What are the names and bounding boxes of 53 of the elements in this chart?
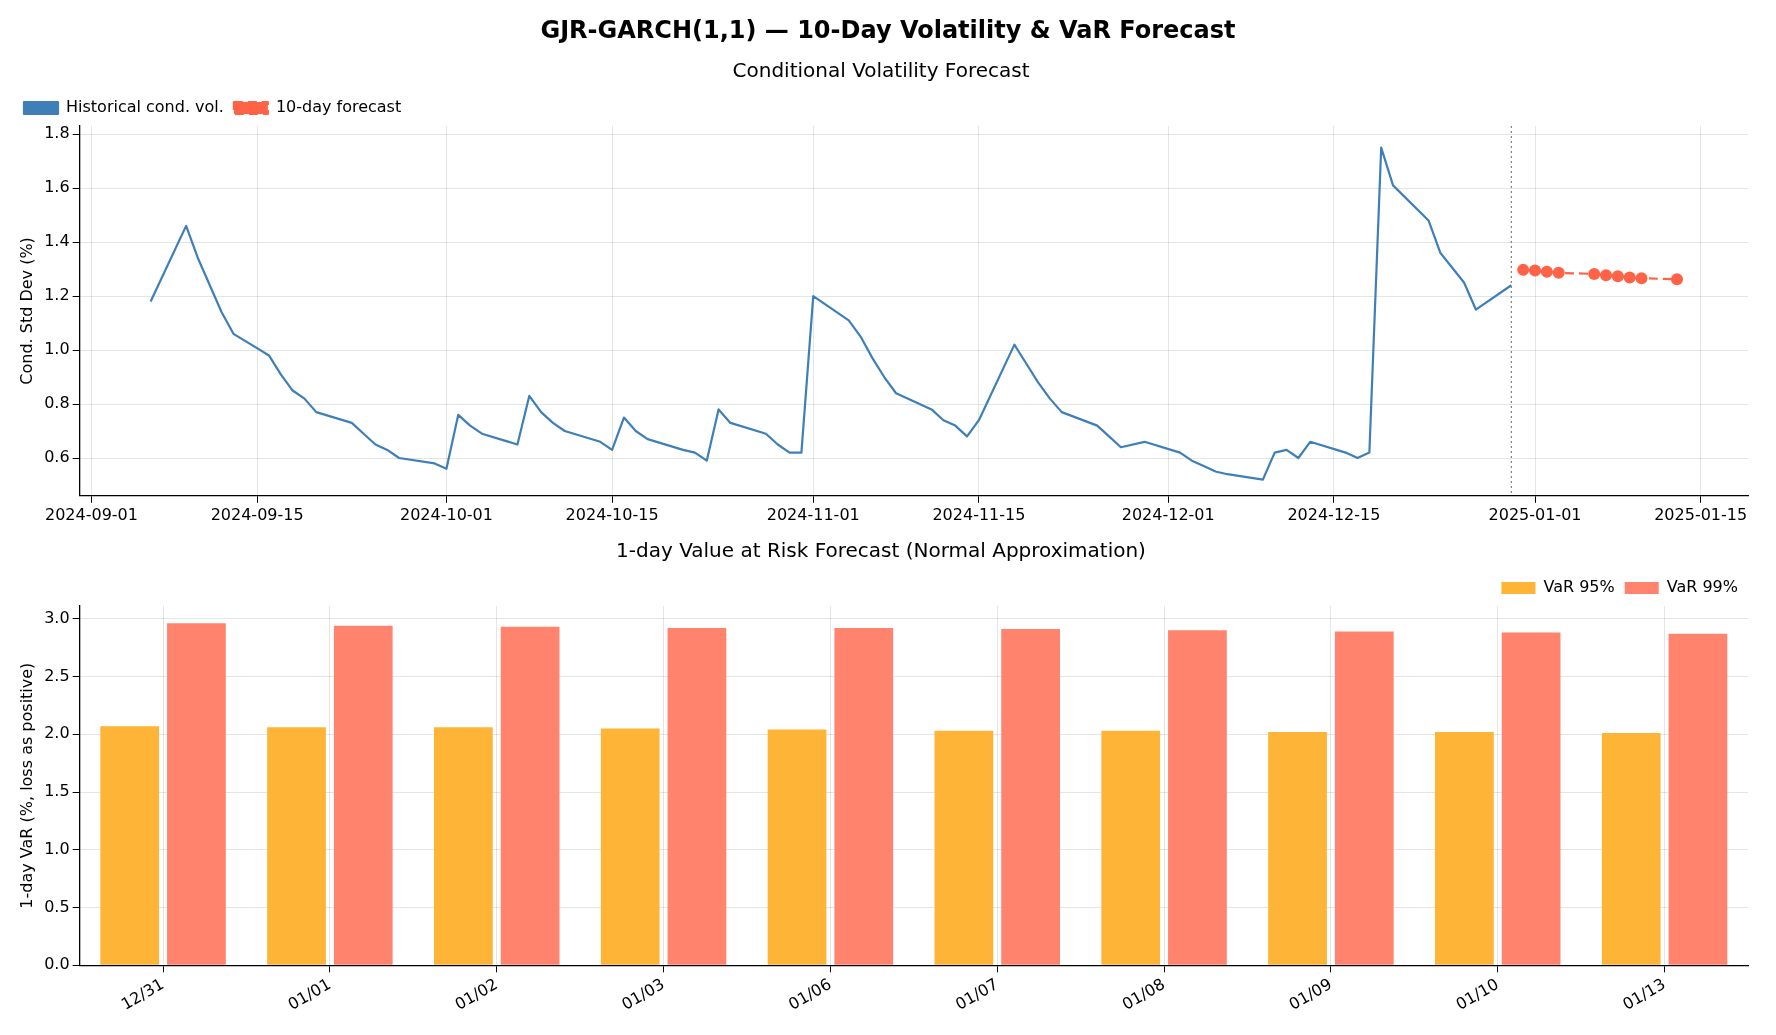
y-tick-label: 1.4	[44, 231, 70, 251]
y-tick-label: 1.0	[44, 838, 70, 858]
chart-subtitle: Conditional Volatility Forecast	[732, 58, 1030, 83]
bar	[600, 728, 660, 965]
bar	[934, 730, 994, 965]
y-axis-title: 1-day VaR (%, loss as positive)	[16, 662, 36, 909]
y-tick-label: 1.6	[44, 177, 70, 197]
y-tick-label: 3.0	[44, 607, 70, 627]
x-tick-label: 2024-09-01	[44, 504, 138, 524]
bar	[167, 623, 226, 965]
bar	[1668, 633, 1728, 965]
y-tick-label: 2.5	[44, 665, 70, 685]
bar	[333, 625, 393, 965]
legend-label: Historical cond. vol.	[66, 97, 224, 117]
x-tick-label: 2024-12-01	[1121, 504, 1215, 524]
bar	[500, 626, 560, 965]
bar	[1435, 731, 1494, 965]
bar	[1601, 733, 1661, 965]
bar	[1168, 630, 1227, 965]
x-tick-label: 2024-12-15	[1287, 504, 1381, 524]
x-tick-label: 2024-10-15	[565, 504, 659, 524]
y-tick-label: 0.8	[44, 393, 70, 413]
y-tick-label: 0.6	[44, 447, 70, 467]
bar	[1501, 632, 1561, 965]
legend-label: VaR 95%	[1543, 577, 1615, 597]
bar	[267, 727, 326, 965]
x-tick-label: 2024-11-01	[766, 504, 860, 524]
y-tick-label: 1.8	[44, 123, 70, 143]
y-tick-label: 1.5	[44, 781, 70, 801]
bar	[1101, 730, 1161, 965]
chart-title: GJR-GARCH(1,1) — 10-Day Volatility & VaR Forecast	[539, 15, 1237, 46]
bar	[667, 627, 727, 965]
y-tick-label: 0.0	[44, 954, 70, 974]
bar	[767, 729, 827, 965]
x-tick-label: 2025-01-15	[1654, 504, 1748, 524]
x-tick-label: 2025-01-01	[1488, 504, 1582, 524]
y-axis-title: Cond. Std Dev (%)	[16, 237, 36, 385]
y-tick-label: 2.0	[44, 723, 70, 743]
y-tick-label: 1.2	[44, 285, 70, 305]
x-tick-label: 2024-10-01	[399, 504, 493, 524]
legend-label: 10-day forecast	[275, 97, 402, 117]
x-tick-label: 2024-11-15	[932, 504, 1026, 524]
bar	[100, 726, 160, 965]
bar	[834, 627, 894, 965]
bar	[1268, 731, 1327, 965]
legend-label: VaR 99%	[1666, 577, 1739, 597]
bar	[434, 727, 493, 965]
x-tick-label: 2024-09-15	[210, 504, 304, 524]
y-tick-label: 0.5	[44, 896, 70, 916]
y-tick-label: 1.0	[44, 339, 70, 359]
bar	[1334, 631, 1394, 965]
bar	[1001, 629, 1060, 965]
chart-title: 1-day Value at Risk Forecast (Normal Approximation)	[616, 538, 1146, 563]
